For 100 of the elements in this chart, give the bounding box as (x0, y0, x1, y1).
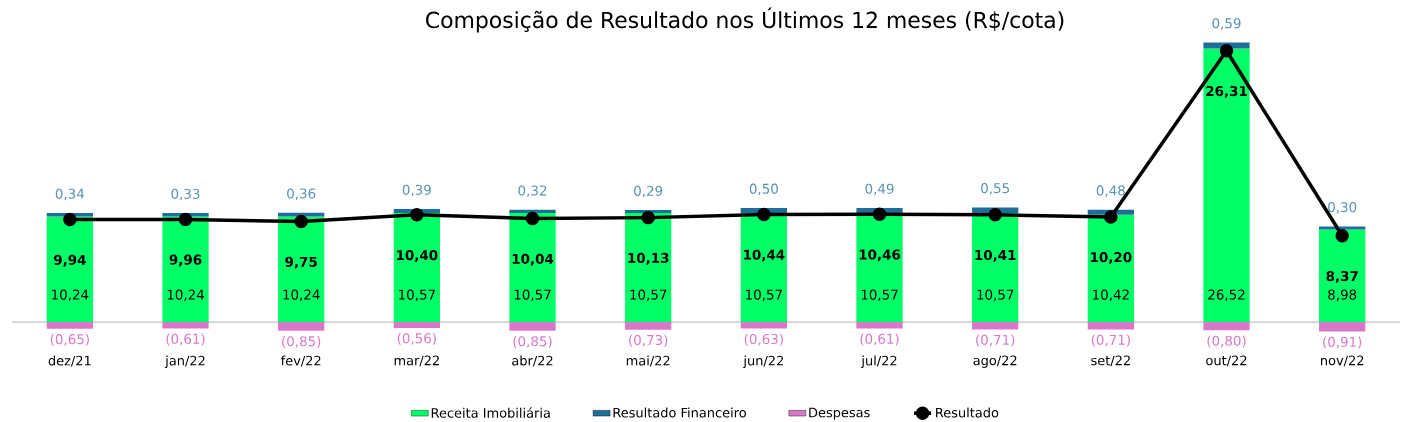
bar (972, 213, 1019, 323)
x-tick-label: out/22 (1206, 355, 1247, 367)
bar (856, 322, 903, 329)
data-label: 0,39 (402, 184, 431, 197)
data-label: (0,80) (1207, 335, 1246, 348)
data-label: 0,30 (1328, 202, 1357, 214)
bar (1087, 214, 1134, 323)
data-label: (0,71) (1091, 334, 1130, 347)
bar (1203, 48, 1250, 323)
point (641, 210, 655, 225)
data-label: 0,33 (171, 188, 200, 201)
bar (1319, 229, 1366, 323)
data-label: (0,85) (513, 335, 552, 348)
data-label: 0,55 (981, 183, 1009, 195)
data-label: (0,61) (860, 333, 899, 346)
data-label: (0,71) (976, 334, 1015, 347)
x-tick-label: abr/22 (512, 355, 553, 367)
point (757, 207, 771, 222)
data-label: 10,13 (628, 252, 669, 265)
data-label: 10,57 (861, 289, 898, 302)
data-label: (0,56) (397, 332, 436, 345)
data-label: 10,57 (977, 289, 1014, 302)
legend-label: Receita Imobiliária (431, 407, 550, 418)
point (410, 208, 424, 222)
x-tick-label: jan/22 (164, 355, 205, 369)
x-tick-label: nov/22 (1321, 355, 1364, 367)
legend-label: Despesas (809, 407, 870, 420)
bar (46, 216, 93, 323)
x-tick-label: fev/22 (280, 355, 321, 367)
x-tick-label: jun/22 (743, 355, 783, 369)
bar (393, 322, 440, 328)
data-label: 9,94 (53, 254, 86, 267)
bar (509, 213, 556, 323)
point (1219, 44, 1234, 58)
bar (972, 322, 1019, 330)
bar (1203, 322, 1250, 331)
bar (856, 213, 903, 323)
bar (509, 322, 556, 331)
data-label: 10,24 (283, 289, 320, 302)
text: Composição de Resultado nos Últimos 12 meses (R$/cota) (426, 7, 1064, 33)
data-label: 26,52 (1208, 289, 1245, 302)
bar (278, 322, 325, 331)
bar (1087, 322, 1134, 330)
data-label: 10,44 (744, 249, 785, 262)
bar (162, 216, 209, 323)
bar (625, 322, 672, 330)
data-label: 10,41 (975, 249, 1016, 262)
bar (1319, 322, 1366, 332)
bar (278, 216, 325, 323)
data-label: 10,57 (746, 289, 782, 302)
point (988, 208, 1002, 222)
data-label: 10,40 (397, 250, 438, 262)
data-label: 10,46 (859, 249, 901, 262)
point (294, 214, 308, 229)
data-label: (0,73) (629, 334, 668, 347)
data-label: 10,20 (1091, 252, 1132, 264)
data-label: 10,24 (167, 289, 204, 302)
data-label: 9,75 (285, 256, 317, 269)
bar (162, 322, 209, 329)
data-label: 10,57 (399, 289, 435, 302)
x-tick-label: dez/21 (48, 355, 91, 367)
x-tick-label: set/22 (1091, 355, 1130, 367)
x-tick-label: jul/22 (861, 355, 897, 369)
point (63, 212, 77, 227)
data-label: 26,31 (1206, 85, 1247, 98)
data-label: 9,96 (169, 254, 202, 267)
x-tick-label: mai/22 (626, 355, 670, 367)
bar (740, 322, 787, 329)
x-tick-label: mar/22 (394, 355, 439, 367)
data-label: 10,57 (514, 289, 551, 302)
bar (625, 210, 672, 214)
data-label: 0,59 (1212, 18, 1241, 30)
bar (740, 213, 787, 323)
data-label: (0,85) (282, 335, 321, 348)
data-label: 8,37 (1326, 270, 1358, 283)
x-tick-label: ago/22 (973, 355, 1017, 368)
legend-label: Resultado (936, 407, 999, 418)
point (1335, 229, 1349, 243)
data-label: 10,57 (630, 289, 667, 302)
legend-label: Resultado Financeiro (613, 407, 746, 418)
point (1104, 210, 1118, 224)
bar (46, 322, 93, 329)
data-label: (0,63) (744, 333, 783, 346)
point (525, 211, 540, 226)
data-label: 0,29 (634, 185, 663, 198)
data-label: 10,04 (512, 253, 554, 266)
data-label: 0,50 (749, 183, 778, 196)
data-label: 0,36 (287, 188, 316, 200)
data-label: 0,49 (865, 183, 894, 196)
data-label: 10,24 (52, 289, 89, 302)
data-label: 10,42 (1093, 289, 1129, 302)
data-label: 0,32 (518, 185, 547, 197)
data-label: (0,61) (166, 333, 205, 346)
data-label: 0,34 (55, 188, 85, 201)
data-label: (0,91) (1323, 336, 1362, 349)
data-label: 0,48 (1096, 185, 1125, 197)
point (178, 212, 193, 227)
data-label: 8,98 (1328, 289, 1357, 302)
point (872, 207, 887, 221)
data-label: (0,65) (50, 333, 89, 346)
